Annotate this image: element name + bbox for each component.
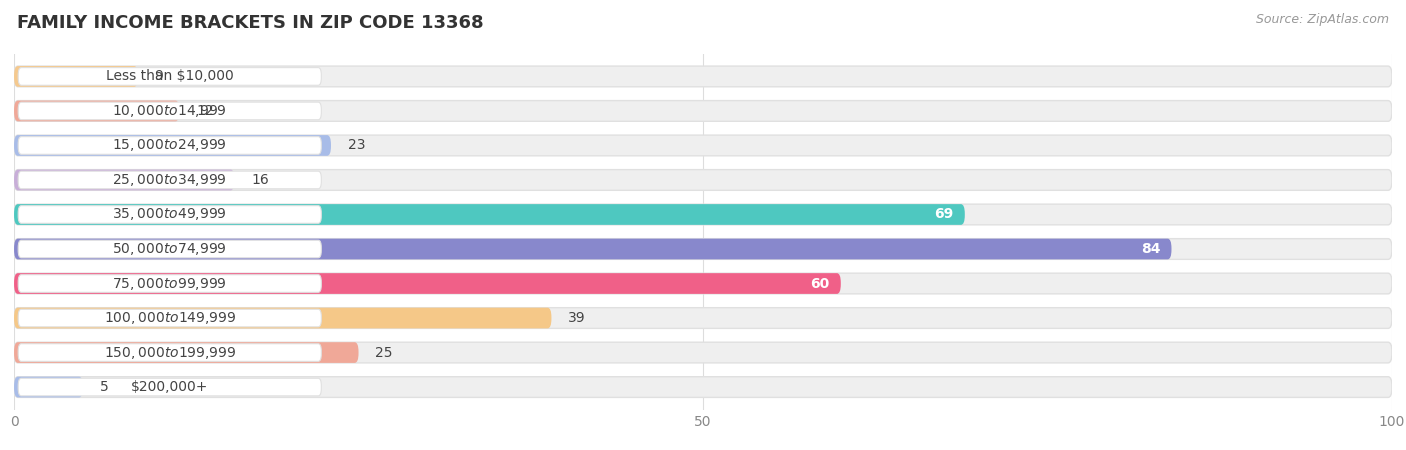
FancyBboxPatch shape bbox=[14, 66, 138, 87]
Text: 16: 16 bbox=[252, 173, 269, 187]
FancyBboxPatch shape bbox=[18, 378, 322, 396]
Text: FAMILY INCOME BRACKETS IN ZIP CODE 13368: FAMILY INCOME BRACKETS IN ZIP CODE 13368 bbox=[17, 14, 484, 32]
Text: Source: ZipAtlas.com: Source: ZipAtlas.com bbox=[1256, 14, 1389, 27]
FancyBboxPatch shape bbox=[14, 135, 330, 156]
Text: $35,000 to $49,999: $35,000 to $49,999 bbox=[112, 207, 228, 222]
FancyBboxPatch shape bbox=[14, 170, 1392, 190]
FancyBboxPatch shape bbox=[18, 68, 322, 85]
FancyBboxPatch shape bbox=[18, 309, 322, 327]
Text: $150,000 to $199,999: $150,000 to $199,999 bbox=[104, 345, 236, 360]
Text: 25: 25 bbox=[375, 346, 392, 360]
FancyBboxPatch shape bbox=[14, 308, 551, 328]
Text: $200,000+: $200,000+ bbox=[131, 380, 208, 394]
FancyBboxPatch shape bbox=[18, 137, 322, 154]
FancyBboxPatch shape bbox=[14, 238, 1392, 259]
FancyBboxPatch shape bbox=[14, 66, 1392, 87]
FancyBboxPatch shape bbox=[14, 170, 235, 190]
FancyBboxPatch shape bbox=[18, 344, 322, 361]
FancyBboxPatch shape bbox=[14, 204, 965, 225]
Text: $50,000 to $74,999: $50,000 to $74,999 bbox=[112, 241, 228, 257]
FancyBboxPatch shape bbox=[14, 273, 1392, 294]
FancyBboxPatch shape bbox=[14, 135, 1392, 156]
FancyBboxPatch shape bbox=[14, 342, 359, 363]
Text: 60: 60 bbox=[810, 276, 830, 291]
Text: 12: 12 bbox=[195, 104, 214, 118]
Text: $100,000 to $149,999: $100,000 to $149,999 bbox=[104, 310, 236, 326]
FancyBboxPatch shape bbox=[18, 206, 322, 223]
FancyBboxPatch shape bbox=[14, 101, 180, 122]
FancyBboxPatch shape bbox=[18, 102, 322, 120]
Text: 5: 5 bbox=[100, 380, 108, 394]
Text: $15,000 to $24,999: $15,000 to $24,999 bbox=[112, 137, 228, 153]
Text: $75,000 to $99,999: $75,000 to $99,999 bbox=[112, 275, 228, 292]
Text: $10,000 to $14,999: $10,000 to $14,999 bbox=[112, 103, 228, 119]
Text: 9: 9 bbox=[155, 69, 163, 83]
Text: $25,000 to $34,999: $25,000 to $34,999 bbox=[112, 172, 228, 188]
FancyBboxPatch shape bbox=[14, 377, 83, 397]
FancyBboxPatch shape bbox=[18, 240, 322, 258]
FancyBboxPatch shape bbox=[14, 204, 1392, 225]
Text: 39: 39 bbox=[568, 311, 585, 325]
Text: 84: 84 bbox=[1140, 242, 1160, 256]
FancyBboxPatch shape bbox=[14, 101, 1392, 122]
FancyBboxPatch shape bbox=[14, 273, 841, 294]
FancyBboxPatch shape bbox=[14, 238, 1171, 259]
Text: Less than $10,000: Less than $10,000 bbox=[105, 69, 233, 83]
FancyBboxPatch shape bbox=[18, 171, 322, 189]
Text: 23: 23 bbox=[347, 139, 366, 153]
Text: 69: 69 bbox=[935, 207, 953, 221]
FancyBboxPatch shape bbox=[14, 342, 1392, 363]
FancyBboxPatch shape bbox=[14, 308, 1392, 328]
FancyBboxPatch shape bbox=[18, 274, 322, 292]
FancyBboxPatch shape bbox=[14, 377, 1392, 397]
